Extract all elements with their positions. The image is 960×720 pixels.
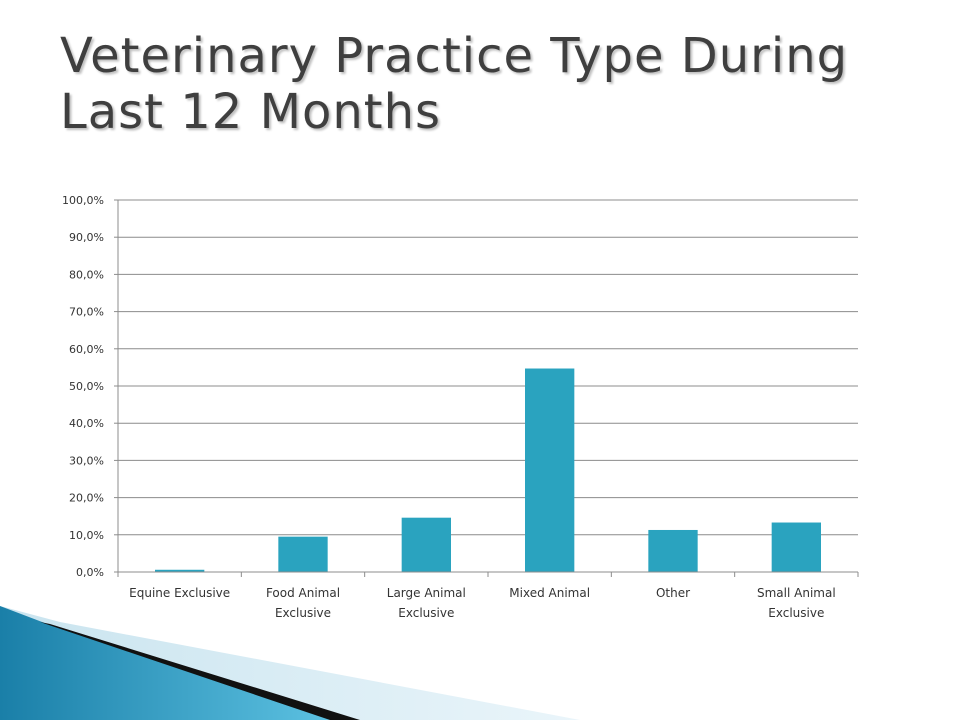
y-axis-ticks: 0,0% 10,0% 20,0% 30,0% 40,0% 50,0% 60,0% 70,0% 8… <box>62 194 118 579</box>
bar <box>525 368 575 572</box>
bar <box>155 569 205 572</box>
y-tick-label: 60,0% <box>69 343 104 356</box>
x-category-label: Small Animal <box>757 586 836 600</box>
bar <box>771 522 821 572</box>
decor-blue-wedge <box>0 606 340 720</box>
title-line-2: Last 12 Months <box>60 84 442 140</box>
y-tick-label: 70,0% <box>69 306 104 319</box>
y-tick-label: 10,0% <box>69 529 104 542</box>
y-tick-label: 100,0% <box>62 194 104 207</box>
y-tick-label: 50,0% <box>69 380 104 393</box>
x-axis-labels: Equine Exclusive Food Animal Exclusive Larg… <box>129 586 836 620</box>
x-category-label: Food Animal <box>266 586 340 600</box>
x-category-label: Exclusive <box>275 606 331 620</box>
bars <box>155 368 821 572</box>
gridlines <box>118 199 858 573</box>
y-tick-label: 20,0% <box>69 492 104 505</box>
bar <box>648 529 698 572</box>
bar <box>278 536 328 572</box>
slide-title: Veterinary Practice Type During Last 12 … <box>60 28 920 140</box>
x-category-label: Exclusive <box>398 606 454 620</box>
x-category-label: Equine Exclusive <box>129 586 230 600</box>
y-tick-label: 30,0% <box>69 454 104 467</box>
decor-black-stripe <box>40 622 360 720</box>
y-tick-label: 90,0% <box>69 231 104 244</box>
title-line-1: Veterinary Practice Type During <box>60 28 849 84</box>
y-tick-label: 0,0% <box>76 566 104 579</box>
y-tick-label: 80,0% <box>69 268 104 281</box>
bar <box>401 517 451 572</box>
x-category-label: Mixed Animal <box>509 586 590 600</box>
x-category-label: Large Animal <box>387 586 466 600</box>
y-tick-label: 40,0% <box>69 417 104 430</box>
x-category-label: Other <box>656 586 690 600</box>
x-category-label: Exclusive <box>768 606 824 620</box>
x-axis <box>117 200 859 577</box>
